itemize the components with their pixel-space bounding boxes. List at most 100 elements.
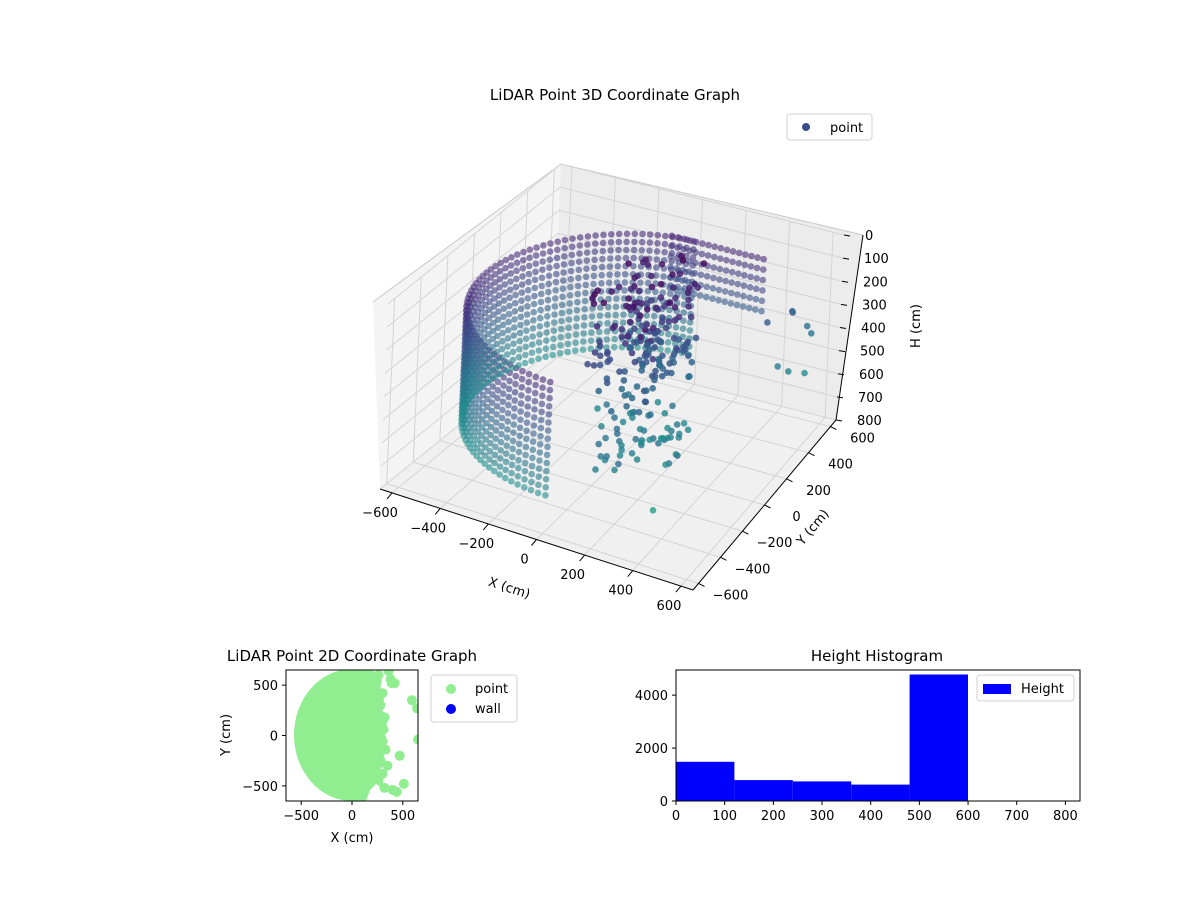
wall-point <box>715 286 723 294</box>
wall-point <box>488 360 495 367</box>
wall-point <box>543 451 551 459</box>
wall-point <box>529 438 537 446</box>
wall-point <box>544 313 551 320</box>
wall-point <box>484 338 492 346</box>
interior-point <box>627 285 635 293</box>
interior-point <box>643 321 650 328</box>
chart-2d-y-label: Y (cm) <box>219 714 234 757</box>
wall-point <box>488 343 496 351</box>
wall-point <box>568 243 576 251</box>
wall-point <box>582 281 590 289</box>
wall-point <box>533 244 540 251</box>
wall-point <box>599 239 607 247</box>
wall-point <box>487 423 495 431</box>
histogram-bar <box>792 781 852 801</box>
wall-point <box>572 339 579 347</box>
wall-point <box>484 330 492 338</box>
wall-point <box>565 316 573 323</box>
interior-point <box>602 434 609 442</box>
wall-point <box>520 484 528 491</box>
wall-point <box>612 303 620 311</box>
wall-point <box>495 308 502 315</box>
interior-point <box>637 312 644 320</box>
interior-point <box>590 362 598 369</box>
wall-point <box>530 430 537 437</box>
interior-point <box>622 340 629 347</box>
wall-point <box>551 303 559 310</box>
wall-point <box>613 295 620 303</box>
wall-point <box>531 284 539 292</box>
wall-point <box>529 333 536 340</box>
wall-point <box>680 317 687 325</box>
interior-point <box>642 398 650 406</box>
wall-point <box>634 344 641 351</box>
wall-point <box>604 320 611 327</box>
wall-point <box>550 327 558 335</box>
wall-point <box>545 419 552 426</box>
wall-point <box>486 448 494 455</box>
wall-point <box>573 315 580 322</box>
wall-point <box>536 441 544 448</box>
wall-point <box>488 351 496 359</box>
wall-point <box>518 384 526 391</box>
wall-point <box>611 343 618 351</box>
wall-point <box>505 318 512 326</box>
wall-point <box>680 246 687 253</box>
wall-point <box>686 237 694 244</box>
wall-point <box>511 308 519 315</box>
interior-point <box>658 372 666 380</box>
wall-point <box>489 327 497 335</box>
wall-point <box>698 250 706 258</box>
wall-point <box>553 262 560 270</box>
interior-point <box>675 336 683 343</box>
wall-point <box>531 406 538 413</box>
interior-point <box>630 408 638 416</box>
wall-point <box>509 364 516 372</box>
interior-point <box>675 313 683 321</box>
wall-point <box>506 377 513 385</box>
wall-point <box>599 247 607 255</box>
wall-point <box>539 392 546 400</box>
wall-point <box>662 232 669 240</box>
wall-point <box>576 250 583 257</box>
interior-point <box>646 436 653 444</box>
wall-point <box>661 240 669 248</box>
wall-point <box>543 321 551 328</box>
wall-point <box>739 303 747 310</box>
wall-point <box>493 419 500 426</box>
y-tick-mark <box>720 556 727 561</box>
point-marker <box>398 778 409 789</box>
interior-point <box>651 376 658 384</box>
interior-point <box>657 339 665 346</box>
wall-point <box>546 248 554 255</box>
wall-point <box>581 305 588 313</box>
histogram-legend: Height <box>976 674 1075 702</box>
wall-point <box>512 283 520 291</box>
interior-point <box>636 425 644 433</box>
wall-point <box>612 311 619 319</box>
interior-point <box>670 284 677 291</box>
wall-point <box>561 252 568 260</box>
interior-point <box>624 332 631 340</box>
wall-point <box>502 458 510 466</box>
wall-point <box>717 244 725 252</box>
wall-point <box>542 353 549 361</box>
wall-point <box>505 385 513 393</box>
wall-point <box>630 262 637 270</box>
histogram-bars <box>676 674 968 801</box>
wall-point <box>497 370 505 377</box>
wall-point <box>487 282 494 289</box>
wall-point <box>638 247 646 254</box>
wall-point <box>546 256 554 264</box>
wall-point <box>666 306 673 314</box>
wall-point <box>525 262 533 270</box>
wall-point <box>754 254 761 261</box>
wall-point <box>607 239 615 246</box>
wall-point <box>529 341 536 348</box>
wall-point <box>482 444 489 451</box>
wall-point <box>615 238 623 246</box>
wall-point <box>535 355 542 363</box>
wall-point <box>758 297 766 305</box>
wall-point <box>678 287 686 295</box>
wall-point <box>722 277 729 285</box>
